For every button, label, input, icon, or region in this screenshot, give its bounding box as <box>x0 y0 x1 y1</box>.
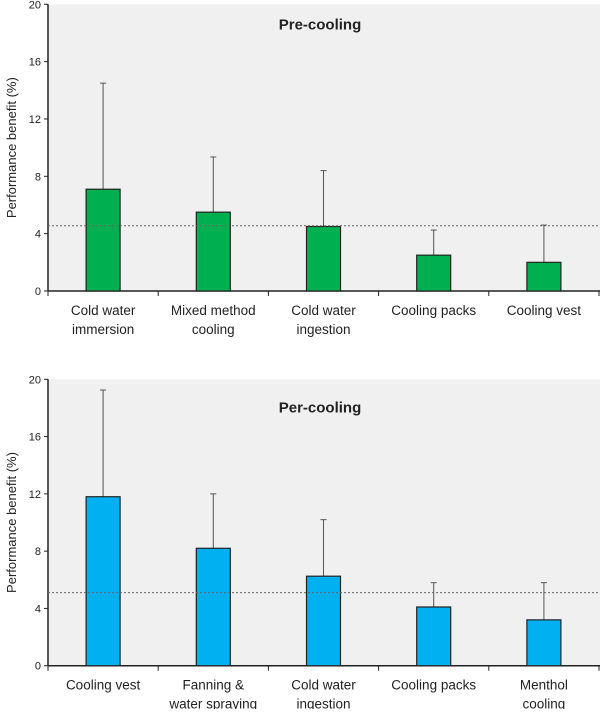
bar <box>416 254 452 292</box>
y-tick-label: 8 <box>35 171 41 183</box>
bar <box>526 619 562 667</box>
y-tick-label: 16 <box>29 432 41 444</box>
bar <box>85 496 121 667</box>
x-tick-label: cooling <box>523 697 566 709</box>
chart-title: Pre-cooling <box>279 16 362 33</box>
y-tick-label: 16 <box>29 57 41 69</box>
chart-panel-1: 0 4 8 12 16 20 Performance benefit (%) Pre-cool… <box>4 0 600 337</box>
x-tick-label: Cooling vest <box>66 678 141 693</box>
x-tick-label: Cold water <box>291 303 356 318</box>
y-tick-label: 12 <box>29 114 41 126</box>
bar <box>305 225 342 292</box>
chart-title: Per-cooling <box>279 399 362 416</box>
chart-panel-2: 0 4 8 12 16 20 Performance benefit (%) Per-cool… <box>4 374 600 712</box>
y-axis-label: Performance benefit (%) <box>4 452 19 593</box>
x-tick-label: water spraying <box>168 697 257 709</box>
y-tick-label: 20 <box>29 374 41 386</box>
y-tick-label: 4 <box>35 603 41 615</box>
x-tick-label: Cooling vest <box>507 303 582 318</box>
x-tick-label: Menthol <box>520 678 568 693</box>
bar <box>526 261 562 292</box>
y-tick-label: 20 <box>29 0 41 11</box>
bar <box>416 606 452 667</box>
y-tick-label: 12 <box>29 489 41 501</box>
x-tick-label: ingestion <box>296 697 350 709</box>
bar <box>85 188 121 292</box>
x-tick-label: Mixed method <box>171 303 256 318</box>
y-tick-label: 0 <box>35 286 41 298</box>
x-tick-label: cooling <box>192 322 235 337</box>
y-axis-label: Performance benefit (%) <box>4 77 19 218</box>
x-tick-label: ingestion <box>296 322 350 337</box>
x-tick-label: Cooling packs <box>391 678 476 693</box>
bar <box>305 575 342 667</box>
x-tick-label: Cooling packs <box>391 303 476 318</box>
x-tick-label: immersion <box>72 322 134 337</box>
y-tick-label: 8 <box>35 546 41 558</box>
bar <box>195 211 231 292</box>
x-tick-label: Cold water <box>71 303 136 318</box>
x-tick-label: Fanning & <box>183 678 245 693</box>
y-tick-label: 0 <box>35 661 41 673</box>
x-tick-label: Cold water <box>291 678 356 693</box>
y-tick-label: 4 <box>35 229 41 241</box>
bar <box>195 547 231 667</box>
